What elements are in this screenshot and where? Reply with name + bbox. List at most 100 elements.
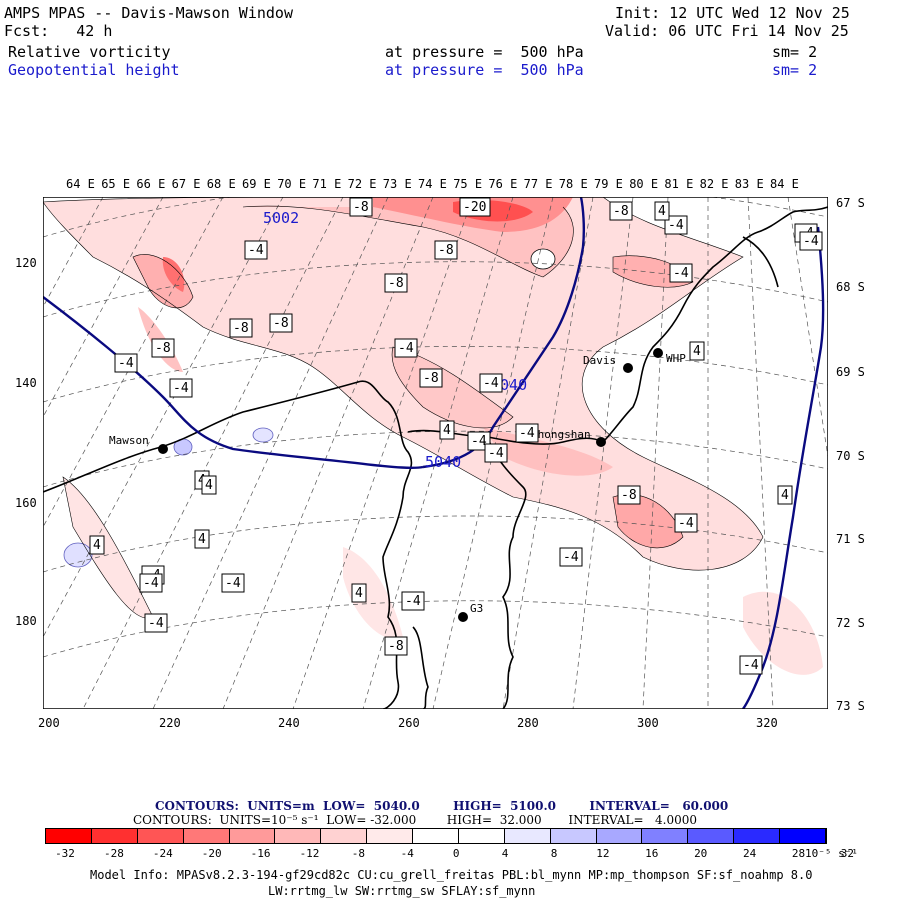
top-axis-label: 82 E <box>699 177 729 191</box>
vort-label-box <box>194 529 210 549</box>
vort-label: -4 <box>483 376 499 391</box>
model-info-line1: Model Info: MPASv8.2.3-194-gf29cd82c CU:… <box>90 868 813 882</box>
vort-label: -4 <box>678 516 694 531</box>
colorbar-swatch <box>183 829 230 843</box>
right-axis-label: 73 S <box>836 699 865 713</box>
colorbar-swatch <box>91 829 138 843</box>
vort-label: 4 <box>355 586 363 601</box>
field1-name: Relative vorticity <box>8 43 171 61</box>
vort-label: -4 <box>519 426 535 441</box>
right-axis-label: 69 S <box>836 365 865 379</box>
vort-label-box <box>169 378 193 398</box>
colorbar-tick: -28 <box>103 847 124 860</box>
model-info-line2: LW:rrtmg_lw SW:rrtmg_sw SFLAY:sf_mynn <box>268 884 536 898</box>
field1-smoothing: sm= 2 <box>772 43 818 61</box>
colorbar-swatch <box>550 829 597 843</box>
vort-label: 4 <box>693 344 701 359</box>
vort-label: -4 <box>803 234 819 249</box>
colorbar-swatch <box>413 829 459 843</box>
bottom-axis-label: 300 <box>637 716 659 730</box>
height-label: 5040 <box>425 453 461 471</box>
top-axis-label: 75 E <box>453 177 483 191</box>
colorbar-tick: 12 <box>596 847 610 860</box>
vort-label: -8 <box>438 243 454 258</box>
colorbar-swatch <box>46 829 92 843</box>
vort-label-box <box>515 423 539 443</box>
vort-label-box <box>269 313 293 333</box>
vort-label-box <box>739 655 763 675</box>
vort-label-box <box>384 273 408 293</box>
top-axis-label: 66 E <box>136 177 166 191</box>
vort-label: 4 <box>205 478 213 493</box>
vorticity-contour-labels: -20-8 -8-4-8-8-4-8-8-8 -4-8 -4-4-44-4-4-4-8… <box>89 197 823 675</box>
field1-pressure: at pressure = 500 hPa <box>385 43 584 61</box>
top-axis-label: 70 E <box>277 177 307 191</box>
vort-label: -4 <box>743 658 759 673</box>
window-title: AMPS MPAS -- Davis-Mawson Window <box>4 4 293 22</box>
vort-label: -8 <box>388 276 404 291</box>
colorbar-tick: 8 <box>550 847 558 860</box>
top-axis-label: 69 E <box>242 177 271 191</box>
vort-label: -8 <box>155 341 171 356</box>
colorbar-tick: -12 <box>299 847 320 860</box>
vort-label: -4 <box>173 381 189 396</box>
left-axis-label: 180 <box>15 614 37 628</box>
bottom-axis-label: 260 <box>398 716 420 730</box>
vort-label: -4 <box>405 594 421 609</box>
vort-label-box <box>201 475 217 495</box>
vort-label: -4 <box>148 616 164 631</box>
top-axis-label: 73 E <box>382 177 412 191</box>
vort-label-box <box>221 573 245 593</box>
vort-label-box <box>244 240 268 260</box>
vort-label-box <box>654 201 670 221</box>
colorbar-tick: 4 <box>501 847 509 860</box>
colorbar-swatch <box>504 829 551 843</box>
vort-label: -4 <box>143 576 159 591</box>
colorbar-swatch <box>321 829 368 843</box>
vort-label-box <box>394 338 418 358</box>
colorbar-swatch <box>780 829 826 843</box>
right-axis-label: 68 S <box>836 280 865 294</box>
vort-label-box <box>114 353 138 373</box>
colorbar-tick: -24 <box>152 847 173 860</box>
station-label: G3 <box>470 602 483 615</box>
vort-label: -4 <box>398 341 414 356</box>
bottom-axis-label: 280 <box>517 716 539 730</box>
vort-label-box <box>617 485 641 505</box>
vort-label-box <box>669 263 693 283</box>
colorbar-units: 10⁻⁵ s⁻¹ <box>805 847 858 860</box>
bottom-axis-label: 320 <box>756 716 778 730</box>
vort-label: -8 <box>621 488 637 503</box>
top-axis-label: 71 E <box>312 177 342 191</box>
colorbar-tick: -8 <box>351 847 366 860</box>
field2-pressure: at pressure = 500 hPa <box>385 61 584 79</box>
top-axis-label: 76 E <box>488 177 518 191</box>
station-label: Mawson <box>109 434 149 447</box>
bottom-axis-label: 240 <box>278 716 300 730</box>
colorbar-tick: -32 <box>55 847 75 860</box>
vort-label-box <box>89 535 105 555</box>
vort-label: 4 <box>198 532 206 547</box>
vort-label-box <box>484 443 508 463</box>
field2-name: Geopotential height <box>8 61 180 79</box>
height-label: 5002 <box>263 209 299 227</box>
vort-label: -4 <box>118 356 134 371</box>
colorbar-tick: 16 <box>645 847 659 860</box>
vort-label-box <box>689 341 705 361</box>
vort-label-box <box>419 368 443 388</box>
vort-label-box <box>674 513 698 533</box>
colorbar-tick: -20 <box>201 847 222 860</box>
colorbar-tick: 32 <box>840 847 855 860</box>
vort-label: -8 <box>353 200 369 215</box>
right-axis-label: 72 S <box>836 616 865 630</box>
vorticity-contours <box>43 197 764 619</box>
top-axis-label: 67 E <box>171 177 201 191</box>
vort-label: -4 <box>225 576 241 591</box>
vort-label: -8 <box>273 316 289 331</box>
station-markers <box>158 348 663 622</box>
left-axis-label: 120 <box>15 256 37 270</box>
top-axis-label: 68 E <box>206 177 236 191</box>
colorbar-tick: 20 <box>694 847 708 860</box>
vort-label-box <box>229 318 253 338</box>
colorbar-swatch <box>137 829 184 843</box>
